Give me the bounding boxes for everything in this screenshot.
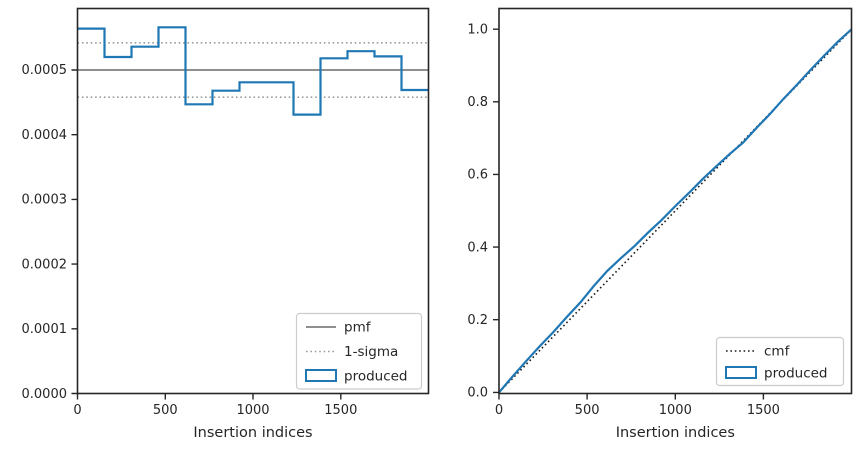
legend-label: cmf [764, 344, 791, 360]
tick-label: 0.6 [467, 168, 488, 183]
tick-label: 0.8 [467, 95, 488, 110]
tick-label: 0.0 [467, 386, 488, 401]
tick-label: 500 [153, 403, 178, 418]
produced-cdf-line [498, 28, 853, 394]
tick-label: 0.0004 [22, 128, 68, 143]
tick-label: 1500 [324, 403, 357, 418]
tick-label: 0.4 [467, 240, 488, 255]
left-x-axis-title: Insertion indices [193, 425, 312, 441]
tick-label: 0.0005 [22, 63, 68, 78]
right-y-axis-ticks [493, 28, 499, 394]
tick-label: 0 [495, 403, 503, 418]
tick-label: 1000 [659, 403, 692, 418]
legend-label: produced [764, 366, 828, 382]
tick-label: 0.0000 [22, 387, 68, 402]
tick-label: 0.0001 [22, 322, 68, 337]
tick-label: 0.2 [467, 313, 488, 328]
cmf-line [498, 28, 853, 393]
tick-label: 0.0003 [22, 193, 68, 208]
left-legend: pmf 1-sigma produced [295, 312, 423, 390]
legend-label: pmf [344, 320, 372, 336]
left-y-axis-ticks [71, 69, 78, 395]
left-subplot: 0.0000 0.0001 0.0002 0.0003 0.0004 0.000… [22, 7, 430, 441]
right-legend: cmf produced [715, 336, 845, 387]
right-x-axis-title: Insertion indices [616, 425, 735, 441]
tick-label: 0.0002 [22, 257, 68, 272]
tick-label: 1500 [747, 403, 780, 418]
right-x-axis-ticks [498, 393, 765, 400]
legend-label: 1-sigma [344, 344, 398, 360]
tick-label: 0 [73, 403, 81, 418]
tick-label: 1000 [236, 403, 269, 418]
produced-legend-sample [725, 366, 757, 379]
right-subplot: 0.0 0.2 0.4 0.6 0.8 1.0 0 500 1000 1500 … [467, 7, 853, 441]
produced-legend-sample [305, 369, 337, 382]
produced-step-line [77, 26, 429, 116]
legend-label: produced [344, 369, 408, 385]
left-x-axis-ticks [76, 393, 342, 400]
tick-label: 1.0 [467, 22, 488, 37]
right-plot-area [498, 7, 853, 395]
tick-label: 500 [575, 403, 600, 418]
